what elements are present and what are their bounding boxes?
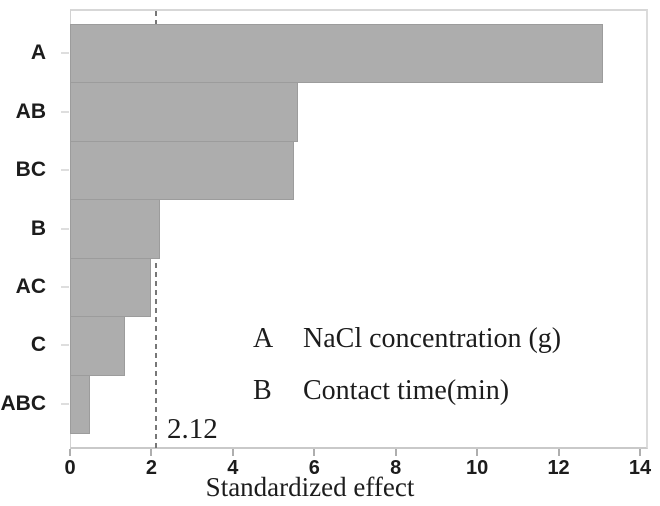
y-axis-tick	[61, 52, 69, 55]
x-axis-title: Standardized effect	[205, 472, 415, 502]
legend-label: Contact time(min)	[303, 375, 510, 406]
y-axis-label-ABC: ABC	[0, 391, 47, 415]
bar-ABC	[70, 374, 91, 434]
y-axis-tick	[61, 169, 69, 172]
x-axis-tick-label: 4	[227, 457, 239, 479]
bar-BC	[70, 140, 294, 201]
bar-AC	[70, 257, 152, 318]
x-axis-tick-label: 12	[547, 457, 570, 479]
x-axis-tick	[639, 449, 641, 456]
y-axis-label-A: A	[30, 41, 46, 65]
y-axis-tick	[61, 110, 69, 113]
x-axis-tick-label: 0	[64, 457, 76, 479]
x-axis-tick	[557, 449, 560, 456]
x-axis-tick	[150, 449, 153, 456]
x-axis-tick	[313, 449, 316, 456]
y-axis-tick	[61, 402, 69, 405]
x-axis-tick-label: 6	[308, 457, 320, 479]
x-axis-tick-label: 14	[628, 457, 652, 479]
y-axis-tick	[61, 227, 69, 230]
x-axis-tick-label: 10	[466, 457, 489, 479]
x-axis-tick	[69, 449, 71, 456]
y-axis-label-B: B	[30, 216, 46, 240]
reference-line-label: 2.12	[167, 413, 218, 445]
y-axis-tick	[61, 344, 69, 347]
legend-entry: A NaCl concentration (g)	[253, 322, 561, 356]
y-axis-label-AB: AB	[15, 99, 46, 123]
bar-AB	[70, 82, 298, 142]
x-axis-tick-label: 2	[145, 457, 157, 479]
legend-label: NaCl concentration (g)	[303, 323, 562, 354]
legend-entry: B Contact time(min)	[253, 374, 561, 408]
y-axis-label-BC: BC	[15, 158, 46, 182]
bar-B	[70, 199, 160, 259]
legend-key: A	[253, 323, 274, 354]
x-axis-tick	[231, 449, 234, 456]
y-axis-label-AC: AC	[15, 274, 46, 298]
legend-key: B	[253, 375, 272, 406]
y-axis-tick	[61, 285, 69, 288]
y-axis-label-C: C	[30, 333, 46, 357]
x-axis-tick	[394, 449, 397, 456]
bar-C	[70, 316, 125, 376]
legend: A NaCl concentration (g) B Contact time(…	[253, 322, 561, 426]
bar-A	[70, 24, 604, 84]
x-axis-tick-label: 8	[390, 457, 402, 479]
x-axis-tick	[476, 449, 479, 456]
